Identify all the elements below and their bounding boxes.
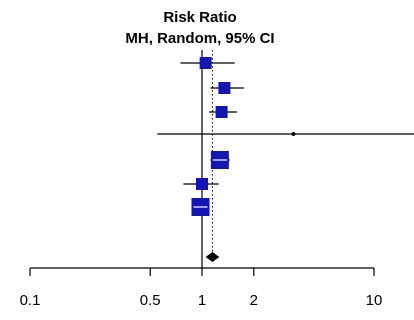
study-box: [196, 178, 208, 190]
study-box: [199, 57, 212, 69]
plot-area: [157, 50, 414, 268]
x-tick-label: 2: [250, 292, 258, 309]
x-tick-label: 0.5: [140, 292, 161, 309]
study-point: [291, 132, 296, 136]
chart-subtitle: MH, Random, 95% CI: [125, 30, 274, 47]
x-tick-label: 1: [198, 292, 206, 309]
x-axis: 0.1 0.5 1 2 10: [20, 267, 383, 309]
pooled-diamond: [205, 252, 220, 262]
x-tick-label: 10: [366, 292, 383, 309]
chart-title: Risk Ratio: [163, 9, 236, 26]
x-tick-label: 0.1: [20, 292, 41, 309]
study-box: [218, 82, 231, 94]
study-box: [215, 106, 228, 118]
